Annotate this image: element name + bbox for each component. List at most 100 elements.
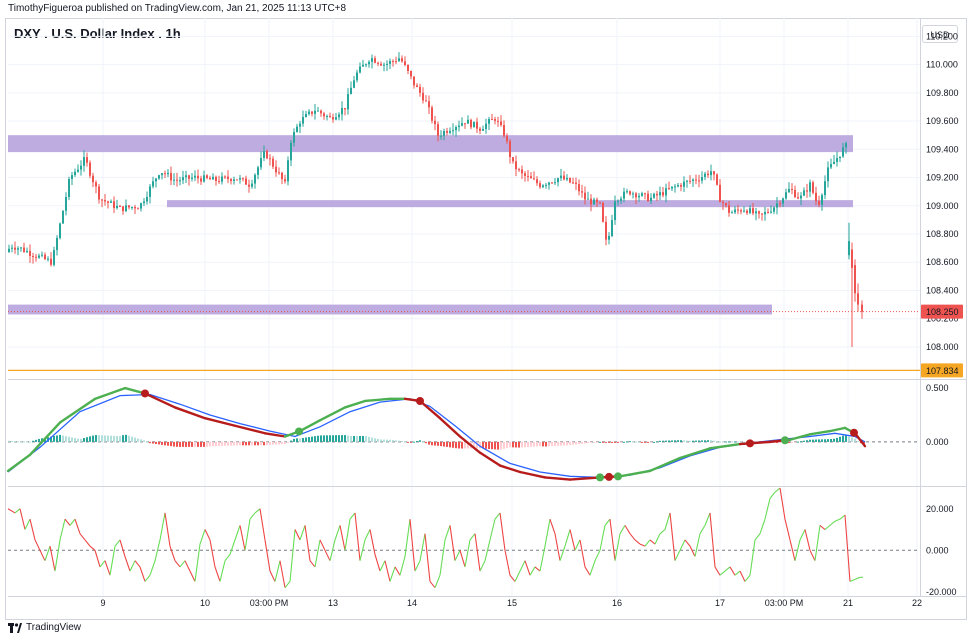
macd-cross-marker-6 <box>746 439 754 448</box>
oscillator-line-segment <box>64 518 71 526</box>
macd-histogram-bar <box>338 435 340 442</box>
macd-cross-marker-2 <box>416 396 424 405</box>
macd-histogram-bar <box>221 441 223 446</box>
oscillator-line-segment <box>389 566 396 582</box>
oscillator-line-segment <box>89 545 96 551</box>
candle-body <box>266 151 268 159</box>
macd-histogram-bar <box>191 441 193 447</box>
macd-histogram-bar <box>257 441 259 446</box>
candle-body <box>371 58 373 62</box>
macd-histogram-bar <box>698 440 700 442</box>
macd-histogram-bar <box>605 441 607 443</box>
macd-histogram-bar <box>410 441 412 443</box>
macd-histogram-bar <box>212 441 214 447</box>
oscillator-line-segment <box>759 518 766 534</box>
candle-body <box>350 87 352 95</box>
macd-histogram-bar <box>281 441 283 445</box>
macd-histogram-bar <box>125 434 127 442</box>
macd-histogram-bar <box>68 436 70 442</box>
candle-body <box>656 193 658 196</box>
macd-histogram-bar <box>485 441 487 449</box>
macd-histogram-bar <box>182 441 184 447</box>
support-resistance-zone-1 <box>167 200 853 208</box>
candle-body <box>41 254 43 256</box>
macd-histogram-bar <box>80 438 82 442</box>
macd-histogram-bar <box>353 435 355 442</box>
macd-histogram-bar <box>635 441 637 443</box>
macd-histogram-bar <box>455 441 457 449</box>
macd-histogram-bar <box>344 435 346 442</box>
macd-histogram-bar <box>713 440 715 442</box>
macd-histogram-bar <box>362 435 364 442</box>
macd-histogram-bar <box>743 441 745 443</box>
macd-histogram-bar <box>422 441 424 443</box>
macd-histogram-bar <box>710 440 712 442</box>
candle <box>200 175 202 185</box>
oscillator-line-segment <box>299 525 306 541</box>
candle <box>467 115 469 124</box>
support-resistance-zone-0 <box>8 135 853 153</box>
candle-body <box>221 176 223 182</box>
candle-body <box>59 223 61 238</box>
candle <box>353 75 355 89</box>
candle <box>740 208 742 215</box>
macd-histogram-bar <box>224 441 226 446</box>
candle <box>545 182 547 189</box>
candle-body <box>605 221 607 240</box>
candle <box>803 187 805 197</box>
oscillator-line-segment <box>774 487 781 493</box>
macd-histogram-bar <box>515 441 517 448</box>
candle-body <box>53 250 55 265</box>
macd-histogram-bar <box>269 441 271 445</box>
candle-body <box>746 210 748 214</box>
oscillator-line-segment <box>444 525 451 541</box>
currency-button[interactable]: USD <box>922 25 958 43</box>
candle-body <box>218 180 220 182</box>
oscillator-line-segment <box>24 518 31 530</box>
candle-body <box>224 176 226 178</box>
macd-histogram-bar <box>395 440 397 442</box>
candle-body <box>365 64 367 66</box>
candle <box>203 170 205 183</box>
candle-body <box>668 188 670 190</box>
candle <box>182 170 184 185</box>
oscillator-line-segment <box>139 566 146 582</box>
candle-body <box>134 206 136 209</box>
candle-body <box>782 198 784 204</box>
macd-histogram-bar <box>215 441 217 447</box>
macd-histogram-bar <box>167 441 169 446</box>
oscillator-line-segment <box>84 539 91 547</box>
oscillator-line-segment <box>854 576 861 580</box>
candle <box>650 193 652 205</box>
candle-body <box>260 158 262 168</box>
candle-body <box>254 174 256 184</box>
candle-body <box>275 166 277 173</box>
candle-body <box>305 113 307 118</box>
oscillator-line-segment <box>379 560 386 572</box>
macd-histogram-bar <box>503 441 505 449</box>
candle-body <box>677 185 679 187</box>
macd-histogram-bar <box>731 441 733 443</box>
macd-histogram-bar <box>149 441 151 444</box>
candle-body <box>443 131 445 136</box>
oscillator-line-segment <box>809 550 816 561</box>
macd-histogram-bar <box>716 441 718 443</box>
oscillator-line-segment <box>839 514 846 520</box>
candle-body <box>62 210 64 224</box>
candle-body <box>569 177 571 183</box>
candle <box>602 201 604 223</box>
candle-body <box>86 157 88 163</box>
candle <box>839 156 841 163</box>
candle-body <box>344 107 346 110</box>
candle-body <box>227 176 229 180</box>
oscillator-line-segment <box>254 508 261 514</box>
oscillator-line-segment <box>234 525 241 541</box>
macd-histogram-bar <box>683 440 685 442</box>
macd-line-segment <box>58 397 97 424</box>
candle <box>194 170 196 182</box>
candle <box>410 70 412 80</box>
oscillator-line-segment <box>814 525 821 561</box>
candle-body <box>209 177 211 180</box>
candle <box>722 200 724 210</box>
